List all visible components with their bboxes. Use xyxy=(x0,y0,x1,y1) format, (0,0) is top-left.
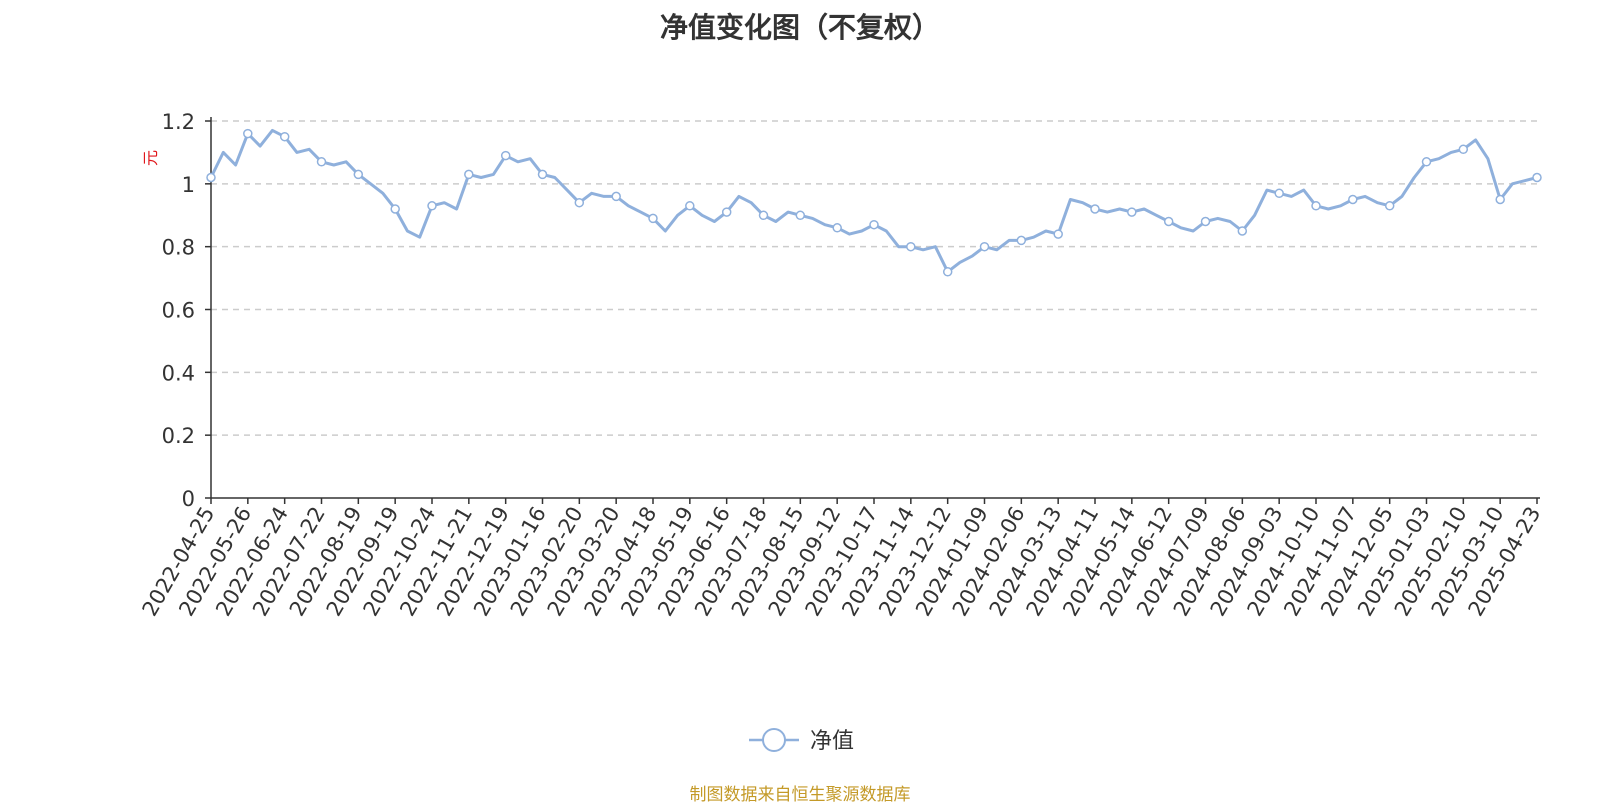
data-point xyxy=(1163,216,1174,227)
y-tick-label: 0 xyxy=(182,487,195,511)
y-tick-label: 1.2 xyxy=(162,110,195,134)
x-tick-labels: 2022-04-252022-05-262022-06-242022-07-22… xyxy=(138,502,1546,620)
data-point xyxy=(574,197,585,208)
data-point xyxy=(685,201,695,211)
y-tick-label: 0.4 xyxy=(162,361,195,385)
data-point xyxy=(869,219,879,230)
chart-title: 净值变化图（不复权） xyxy=(659,11,940,44)
data-point xyxy=(1053,229,1063,239)
data-point xyxy=(390,204,400,214)
data-point xyxy=(1090,204,1100,214)
legend-marker-icon xyxy=(762,728,786,752)
data-point xyxy=(1311,201,1321,211)
data-point xyxy=(795,210,806,221)
data-point xyxy=(1237,226,1248,236)
y-axis-label: 元 xyxy=(141,150,160,166)
data-point xyxy=(537,169,548,180)
data-point xyxy=(243,128,253,139)
data-point xyxy=(1348,194,1358,205)
data-point xyxy=(427,201,437,211)
data-point xyxy=(611,191,621,202)
data-point xyxy=(832,223,842,233)
data-point xyxy=(1384,201,1395,211)
data-point xyxy=(464,169,474,180)
data-point xyxy=(1421,157,1432,167)
data-point xyxy=(206,172,216,183)
data-point xyxy=(1532,172,1542,183)
data-point xyxy=(1274,188,1284,199)
data-point xyxy=(942,267,953,277)
y-tick-labels: 0 0.2 0.4 0.6 0.8 1 1.2 xyxy=(162,110,195,511)
chart-canvas: 0 0.2 0.4 0.6 0.8 1 1.2 2022-04-252022-05-2620… xyxy=(138,110,1546,754)
data-point xyxy=(758,210,769,221)
data-point xyxy=(979,241,990,252)
y-tick-label: 0.8 xyxy=(162,236,195,260)
data-point xyxy=(1495,194,1505,205)
grid-lines xyxy=(211,120,1540,436)
legend-label: 净值 xyxy=(810,729,854,754)
data-point xyxy=(648,213,658,224)
data-point xyxy=(353,169,364,180)
data-point xyxy=(906,241,916,252)
data-point xyxy=(1016,235,1027,246)
axes xyxy=(205,117,1540,504)
data-point xyxy=(1458,144,1469,155)
y-tick-label: 0.2 xyxy=(162,424,195,448)
source-note: 制图数据来自恒生聚源数据库 xyxy=(689,785,911,805)
data-point xyxy=(279,131,290,142)
y-tick-label: 0.6 xyxy=(162,299,195,323)
data-point xyxy=(1127,207,1137,217)
data-point xyxy=(316,157,327,167)
y-tick-label: 1 xyxy=(182,173,195,197)
legend[interactable]: 净值 xyxy=(749,728,854,754)
data-point xyxy=(721,207,732,217)
series-layer xyxy=(206,128,1542,277)
data-point xyxy=(500,150,511,161)
data-point xyxy=(1200,216,1211,227)
series-line xyxy=(209,128,1538,274)
